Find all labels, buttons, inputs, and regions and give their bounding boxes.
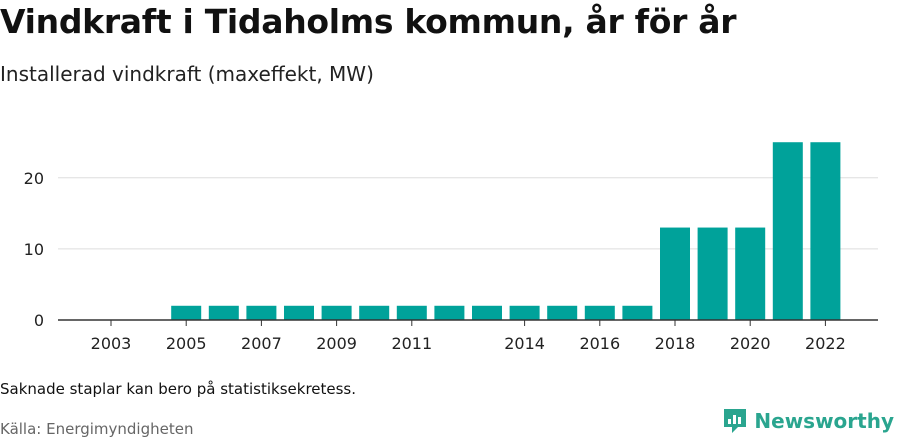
- x-tick-label: 2007: [241, 334, 282, 353]
- bar: [321, 305, 352, 320]
- newsworthy-logo-icon: [724, 409, 747, 433]
- bars: [171, 142, 841, 320]
- bar: [472, 305, 502, 320]
- bar: [810, 142, 841, 320]
- x-tick-label: 2003: [91, 334, 132, 353]
- x-tick-label: 2020: [730, 334, 771, 353]
- footnote: Saknade staplar kan bero på statistiksek…: [0, 380, 357, 398]
- x-tick-label: 2009: [316, 334, 357, 353]
- y-tick-label: 20: [24, 169, 44, 188]
- bar: [622, 305, 653, 320]
- bar: [246, 305, 277, 320]
- bar: [547, 305, 578, 320]
- bar: [660, 227, 690, 320]
- x-tick-label: 2022: [805, 334, 846, 353]
- bar: [284, 305, 314, 320]
- x-tick-label: 2016: [579, 334, 620, 353]
- bar-chart: 0 10 20 2003 2005 2007 2009 2011 2014 2016 2018 202…: [24, 142, 878, 353]
- source-label: Källa: Energimyndigheten: [0, 420, 194, 438]
- bar: [772, 142, 803, 320]
- y-tick-label: 10: [24, 240, 44, 259]
- bar: [396, 305, 427, 320]
- axes: 0 10 20 2003 2005 2007 2009 2011 2014 2016 2018 202…: [24, 169, 878, 353]
- x-tick-label: 2005: [166, 334, 207, 353]
- x-tick-label: 2011: [391, 334, 432, 353]
- bar: [208, 305, 239, 320]
- x-tick-label: 2014: [504, 334, 545, 353]
- chart-subtitle: Installerad vindkraft (maxeffekt, MW): [0, 62, 374, 86]
- x-tick-label: 2018: [655, 334, 696, 353]
- brand-logo: Newsworthy: [722, 407, 894, 435]
- brand-name: Newsworthy: [754, 409, 894, 433]
- bar: [171, 305, 202, 320]
- bar: [584, 305, 615, 320]
- chart-title: Vindkraft i Tidaholms kommun, år för år: [0, 2, 737, 41]
- bar: [509, 305, 540, 320]
- y-tick-label: 0: [34, 311, 44, 330]
- bar: [735, 227, 766, 320]
- bar: [434, 305, 465, 320]
- bar: [359, 305, 390, 320]
- bar: [697, 227, 728, 320]
